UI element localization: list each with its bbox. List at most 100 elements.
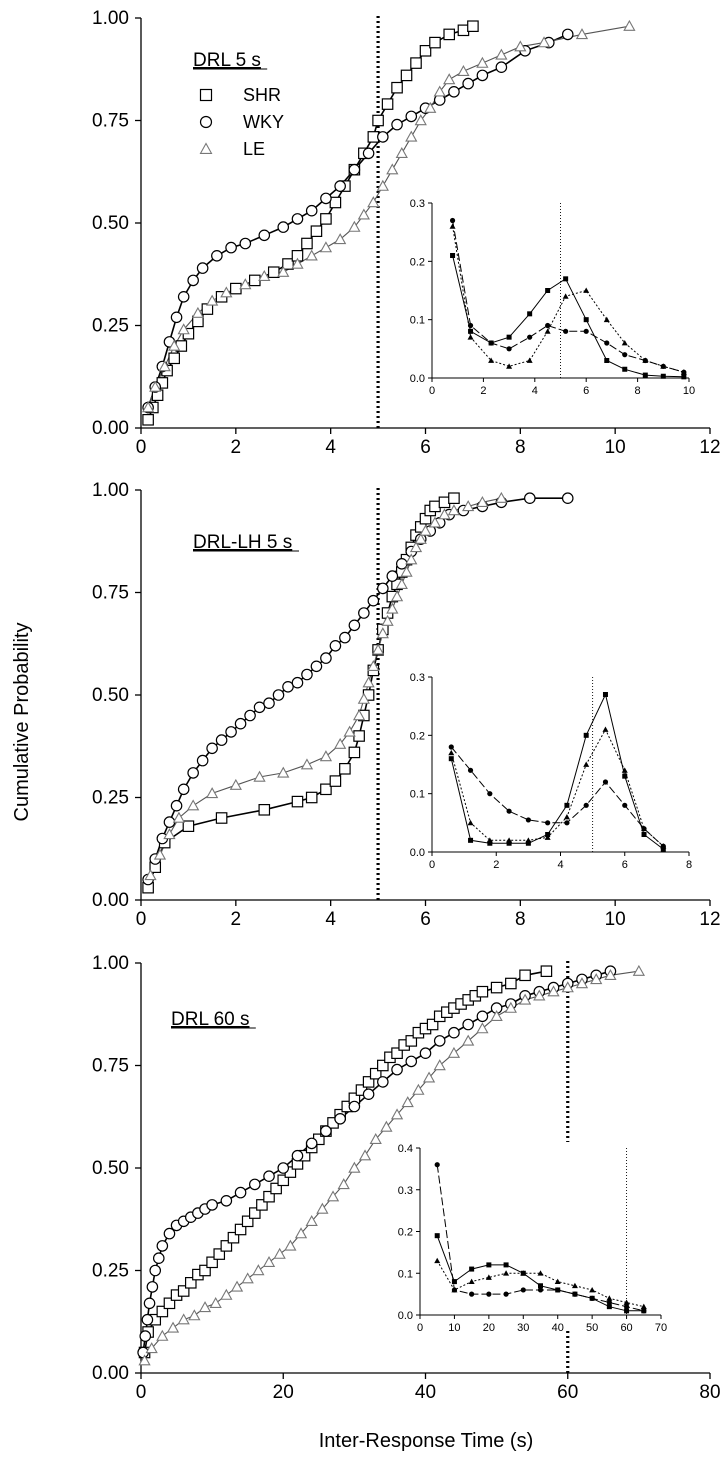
- point-wky: [196, 754, 209, 767]
- point-le: [533, 989, 546, 1001]
- point-le: [277, 265, 290, 277]
- point-wky: [405, 110, 418, 123]
- point-wky: [206, 742, 218, 755]
- inset-point-le: [583, 761, 590, 767]
- point-le: [401, 1096, 414, 1108]
- point-le: [412, 1083, 425, 1095]
- inset-point-wky: [434, 1162, 440, 1168]
- point-wky: [339, 631, 351, 644]
- point-le: [198, 1301, 212, 1313]
- point-le: [428, 516, 442, 528]
- point-le: [205, 787, 219, 799]
- point-wky: [367, 594, 380, 607]
- inset-point-le: [642, 357, 649, 363]
- point-le: [187, 799, 200, 811]
- x-tick-label: 4: [325, 437, 336, 458]
- inset-x-tick-label: 8: [635, 385, 641, 397]
- inset-y-tick-label: 0.3: [398, 1185, 413, 1197]
- point-wky: [177, 290, 190, 303]
- x-tick-label: 0: [136, 1382, 147, 1403]
- point-shr: [320, 213, 332, 225]
- point-shr: [213, 1248, 226, 1260]
- point-shr: [367, 131, 380, 143]
- point-wky: [149, 1264, 162, 1277]
- point-wky: [448, 86, 460, 98]
- point-le: [376, 179, 389, 191]
- inset-point-shr: [451, 1279, 457, 1285]
- point-le: [352, 709, 366, 721]
- point-le: [230, 1280, 244, 1292]
- point-le: [462, 1034, 475, 1046]
- point-le: [141, 401, 155, 413]
- inset-point-wky: [622, 352, 628, 358]
- point-wky: [272, 689, 285, 701]
- inset-point-le: [434, 1257, 441, 1264]
- point-wky: [561, 28, 574, 41]
- point-shr: [305, 791, 318, 804]
- point-le: [447, 504, 461, 516]
- x-tick-label: 10: [605, 909, 626, 930]
- point-shr: [348, 746, 361, 759]
- inset-point-shr: [583, 317, 589, 323]
- point-le: [253, 770, 266, 782]
- point-wky: [320, 1125, 332, 1137]
- inset-x-tick-label: 30: [517, 1322, 529, 1334]
- point-wky: [348, 619, 361, 632]
- y-tick-label: 0.25: [92, 788, 129, 809]
- legend-marker-le: [199, 142, 213, 154]
- inset-x-tick-label: 50: [586, 1322, 598, 1334]
- point-wky: [377, 1076, 389, 1088]
- point-le: [163, 828, 176, 840]
- inset-point-wky: [555, 1287, 561, 1293]
- point-le: [357, 692, 370, 704]
- inset-point-wky: [506, 346, 512, 352]
- inset-x-tick-label: 10: [448, 1322, 460, 1334]
- legend-marker-wky: [199, 115, 213, 129]
- point-wky: [141, 1313, 154, 1326]
- point-wky: [170, 799, 183, 812]
- point-shr: [362, 1076, 375, 1088]
- point-wky: [244, 709, 256, 722]
- point-le: [371, 643, 385, 655]
- point-le: [590, 973, 603, 985]
- y-tick-label: 0.25: [92, 316, 129, 337]
- point-le: [367, 196, 380, 208]
- point-shr: [457, 24, 470, 37]
- y-tick-label: 0.00: [92, 890, 129, 911]
- y-tick-label: 1.00: [92, 953, 129, 974]
- inset-point-le: [486, 837, 493, 843]
- point-wky: [234, 717, 247, 730]
- point-shr: [249, 1207, 261, 1219]
- point-shr: [263, 1190, 275, 1203]
- inset-point-le: [451, 1286, 458, 1293]
- inset-point-shr: [622, 773, 628, 779]
- inset-y-tick-label: 0.3: [410, 672, 425, 684]
- point-le: [447, 1046, 461, 1058]
- point-le: [433, 85, 446, 97]
- point-le: [405, 130, 418, 142]
- inset-point-wky: [604, 340, 610, 346]
- point-wky: [139, 1330, 152, 1342]
- inset-point-wky: [623, 1304, 630, 1310]
- point-le: [462, 500, 475, 512]
- inset-point-shr: [563, 276, 569, 282]
- x-tick-label: 6: [420, 909, 431, 930]
- inset-point-shr: [606, 1304, 612, 1310]
- point-shr: [291, 795, 304, 808]
- point-shr: [234, 1223, 247, 1236]
- y-tick-label: 0.50: [92, 685, 129, 706]
- point-le: [334, 233, 347, 245]
- point-shr: [467, 20, 479, 32]
- point-shr: [320, 783, 332, 796]
- inset-point-shr: [469, 1266, 475, 1272]
- point-shr: [258, 803, 271, 816]
- inset-point-wky: [525, 817, 531, 823]
- point-wky: [163, 816, 176, 828]
- inset-point-wky: [448, 744, 454, 750]
- panel-title: DRL 60 s: [171, 1009, 250, 1030]
- panel-title: DRL-LH 5 s: [193, 532, 292, 553]
- point-le: [422, 1071, 436, 1083]
- inset-point-le: [468, 1278, 475, 1284]
